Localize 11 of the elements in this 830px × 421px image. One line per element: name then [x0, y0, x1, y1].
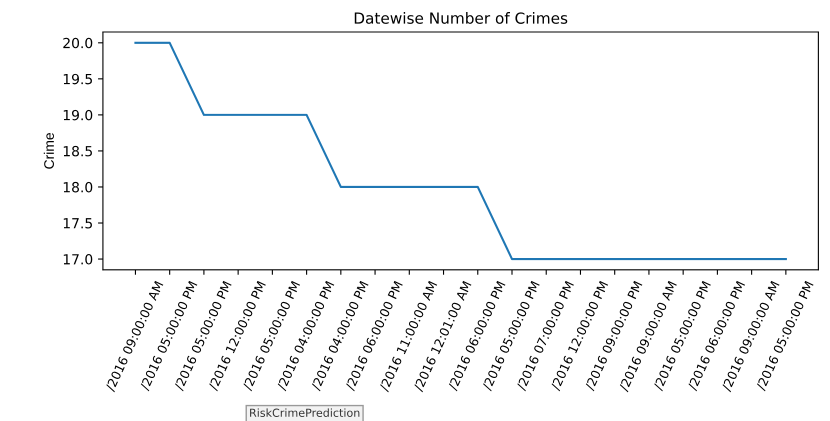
text: RiskCrimePrediction: [250, 408, 360, 417]
y-tick-label: 18.5: [64, 146, 92, 156]
y-tick-label: 17.5: [64, 218, 92, 228]
y-axis-title: Crime: [44, 133, 54, 169]
y-tick-label: 19.0: [64, 110, 92, 120]
line-series: [134, 42, 787, 260]
y-tick-label: 20.0: [63, 38, 92, 48]
y-tick-label: 19.5: [64, 74, 92, 84]
y-tick-label: 17.0: [64, 254, 92, 265]
y-tick-label: 18.0: [64, 182, 92, 192]
chart-title: Datewise Number of Crimes: [354, 12, 568, 24]
